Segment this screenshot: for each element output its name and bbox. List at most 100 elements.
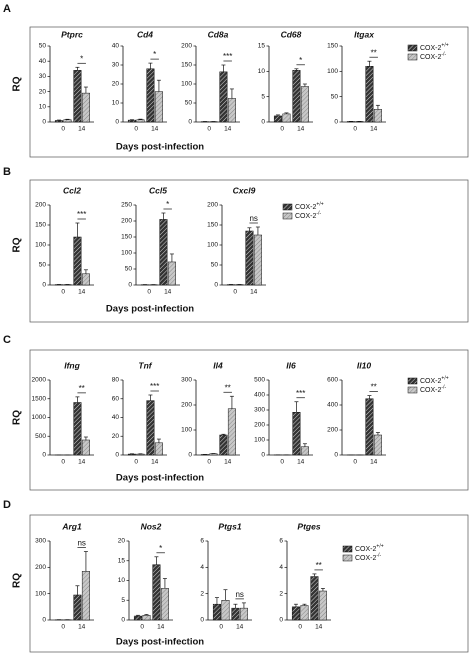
x-tick-label: 14 xyxy=(250,289,258,296)
bar xyxy=(142,615,151,621)
bar xyxy=(273,115,282,123)
y-tick-label: 0 xyxy=(42,282,46,289)
y-tick-label: 0 xyxy=(115,452,119,459)
bar xyxy=(133,615,142,621)
y-tick-label: 50 xyxy=(211,262,219,269)
y-tick-label: 2 xyxy=(279,590,283,597)
legend-sup: +/+ xyxy=(441,376,448,382)
chart-title: Nos2 xyxy=(141,521,162,531)
y-tick-label: 0 xyxy=(128,282,132,289)
significance-label: ns xyxy=(77,539,85,548)
legend-sup: +/+ xyxy=(441,43,448,49)
bar xyxy=(136,119,145,123)
bar xyxy=(231,607,240,621)
y-tick-label: 200 xyxy=(181,402,192,409)
significance-label: ** xyxy=(225,383,231,392)
error-bar xyxy=(83,551,88,572)
error-bar xyxy=(75,66,80,71)
y-tick-label: 0 xyxy=(121,617,125,624)
legend-name: COX-2 xyxy=(420,45,442,52)
x-axis-label: Days post-infection xyxy=(116,142,204,153)
y-tick-label: 150 xyxy=(207,222,218,229)
chart-title: Il6 xyxy=(286,360,296,370)
y-tick-label: 100 xyxy=(35,590,46,597)
x-tick-label: 14 xyxy=(78,289,86,296)
significance-label: * xyxy=(153,50,156,59)
y-tick-label: 200 xyxy=(121,218,132,225)
bar xyxy=(160,588,169,621)
y-tick-label: 200 xyxy=(254,422,265,429)
bar xyxy=(81,439,90,456)
y-tick-label: 200 xyxy=(207,202,218,209)
error-bar xyxy=(83,436,88,440)
y-tick-label: 15 xyxy=(258,43,266,50)
error-bar xyxy=(75,222,80,237)
error-bar xyxy=(367,60,372,67)
x-tick-label: 14 xyxy=(370,126,378,133)
y-axis-label: RQ xyxy=(12,410,23,425)
error-bar xyxy=(294,401,299,413)
legend-label: COX-2+/+ xyxy=(420,43,449,52)
bar xyxy=(73,594,82,621)
y-tick-label: 20 xyxy=(39,88,47,95)
chart-title: Cd8a xyxy=(208,29,229,39)
significance-label: * xyxy=(166,200,169,209)
error-bar xyxy=(161,212,166,220)
error-bar xyxy=(75,585,80,595)
y-tick-label: 30 xyxy=(39,73,47,80)
panel-letter: B xyxy=(3,166,11,178)
chart-title: Cd68 xyxy=(281,29,302,39)
legend-name: COX-2 xyxy=(295,213,317,220)
significance-label: ** xyxy=(371,383,377,392)
y-tick-label: 150 xyxy=(121,234,132,241)
error-bar xyxy=(144,614,149,616)
y-tick-label: 50 xyxy=(185,100,193,107)
legend-swatch xyxy=(407,386,418,394)
x-tick-label: 14 xyxy=(78,459,86,466)
bar xyxy=(81,571,90,621)
y-tick-label: 250 xyxy=(121,202,132,209)
legend-swatch xyxy=(407,377,418,385)
error-bar xyxy=(293,603,298,607)
significance-label: * xyxy=(299,56,302,65)
bar xyxy=(219,434,228,456)
y-tick-label: 6 xyxy=(200,538,204,545)
x-tick-label: 14 xyxy=(78,126,86,133)
error-bar xyxy=(302,443,307,447)
error-bar xyxy=(214,597,219,605)
significance-label: ns xyxy=(249,214,257,223)
y-tick-label: 50 xyxy=(39,43,47,50)
y-tick-label: 50 xyxy=(39,262,47,269)
y-tick-label: 4 xyxy=(200,564,204,571)
y-tick-label: 0 xyxy=(42,452,46,459)
legend-name: COX-2 xyxy=(295,204,317,211)
y-tick-label: 0 xyxy=(334,119,338,126)
x-tick-label: 0 xyxy=(219,624,223,631)
x-tick-label: 0 xyxy=(134,126,138,133)
y-tick-label: 20 xyxy=(112,433,120,440)
y-tick-label: 50 xyxy=(331,93,339,100)
bar xyxy=(300,86,309,123)
error-bar xyxy=(312,573,317,577)
legend-label: COX-2-/- xyxy=(295,211,321,220)
y-tick-label: 400 xyxy=(327,402,338,409)
y-tick-label: 40 xyxy=(39,58,47,65)
y-tick-label: 5 xyxy=(261,93,265,100)
legend-name: COX-2 xyxy=(420,54,442,61)
y-tick-label: 150 xyxy=(181,62,192,69)
y-tick-label: 100 xyxy=(35,242,46,249)
bar xyxy=(73,70,82,123)
y-tick-label: 10 xyxy=(112,100,120,107)
legend-label: COX-2-/- xyxy=(355,553,381,562)
y-tick-label: 0 xyxy=(200,617,204,624)
bar xyxy=(63,119,72,123)
bar xyxy=(365,66,374,123)
significance-label: * xyxy=(159,544,162,553)
legend-name: COX-2 xyxy=(420,387,442,394)
bar xyxy=(209,453,218,456)
error-bar xyxy=(148,62,153,69)
error-bar xyxy=(375,432,380,435)
chart-title: Ccl5 xyxy=(149,185,167,195)
bar xyxy=(73,236,82,286)
bar xyxy=(239,607,248,621)
